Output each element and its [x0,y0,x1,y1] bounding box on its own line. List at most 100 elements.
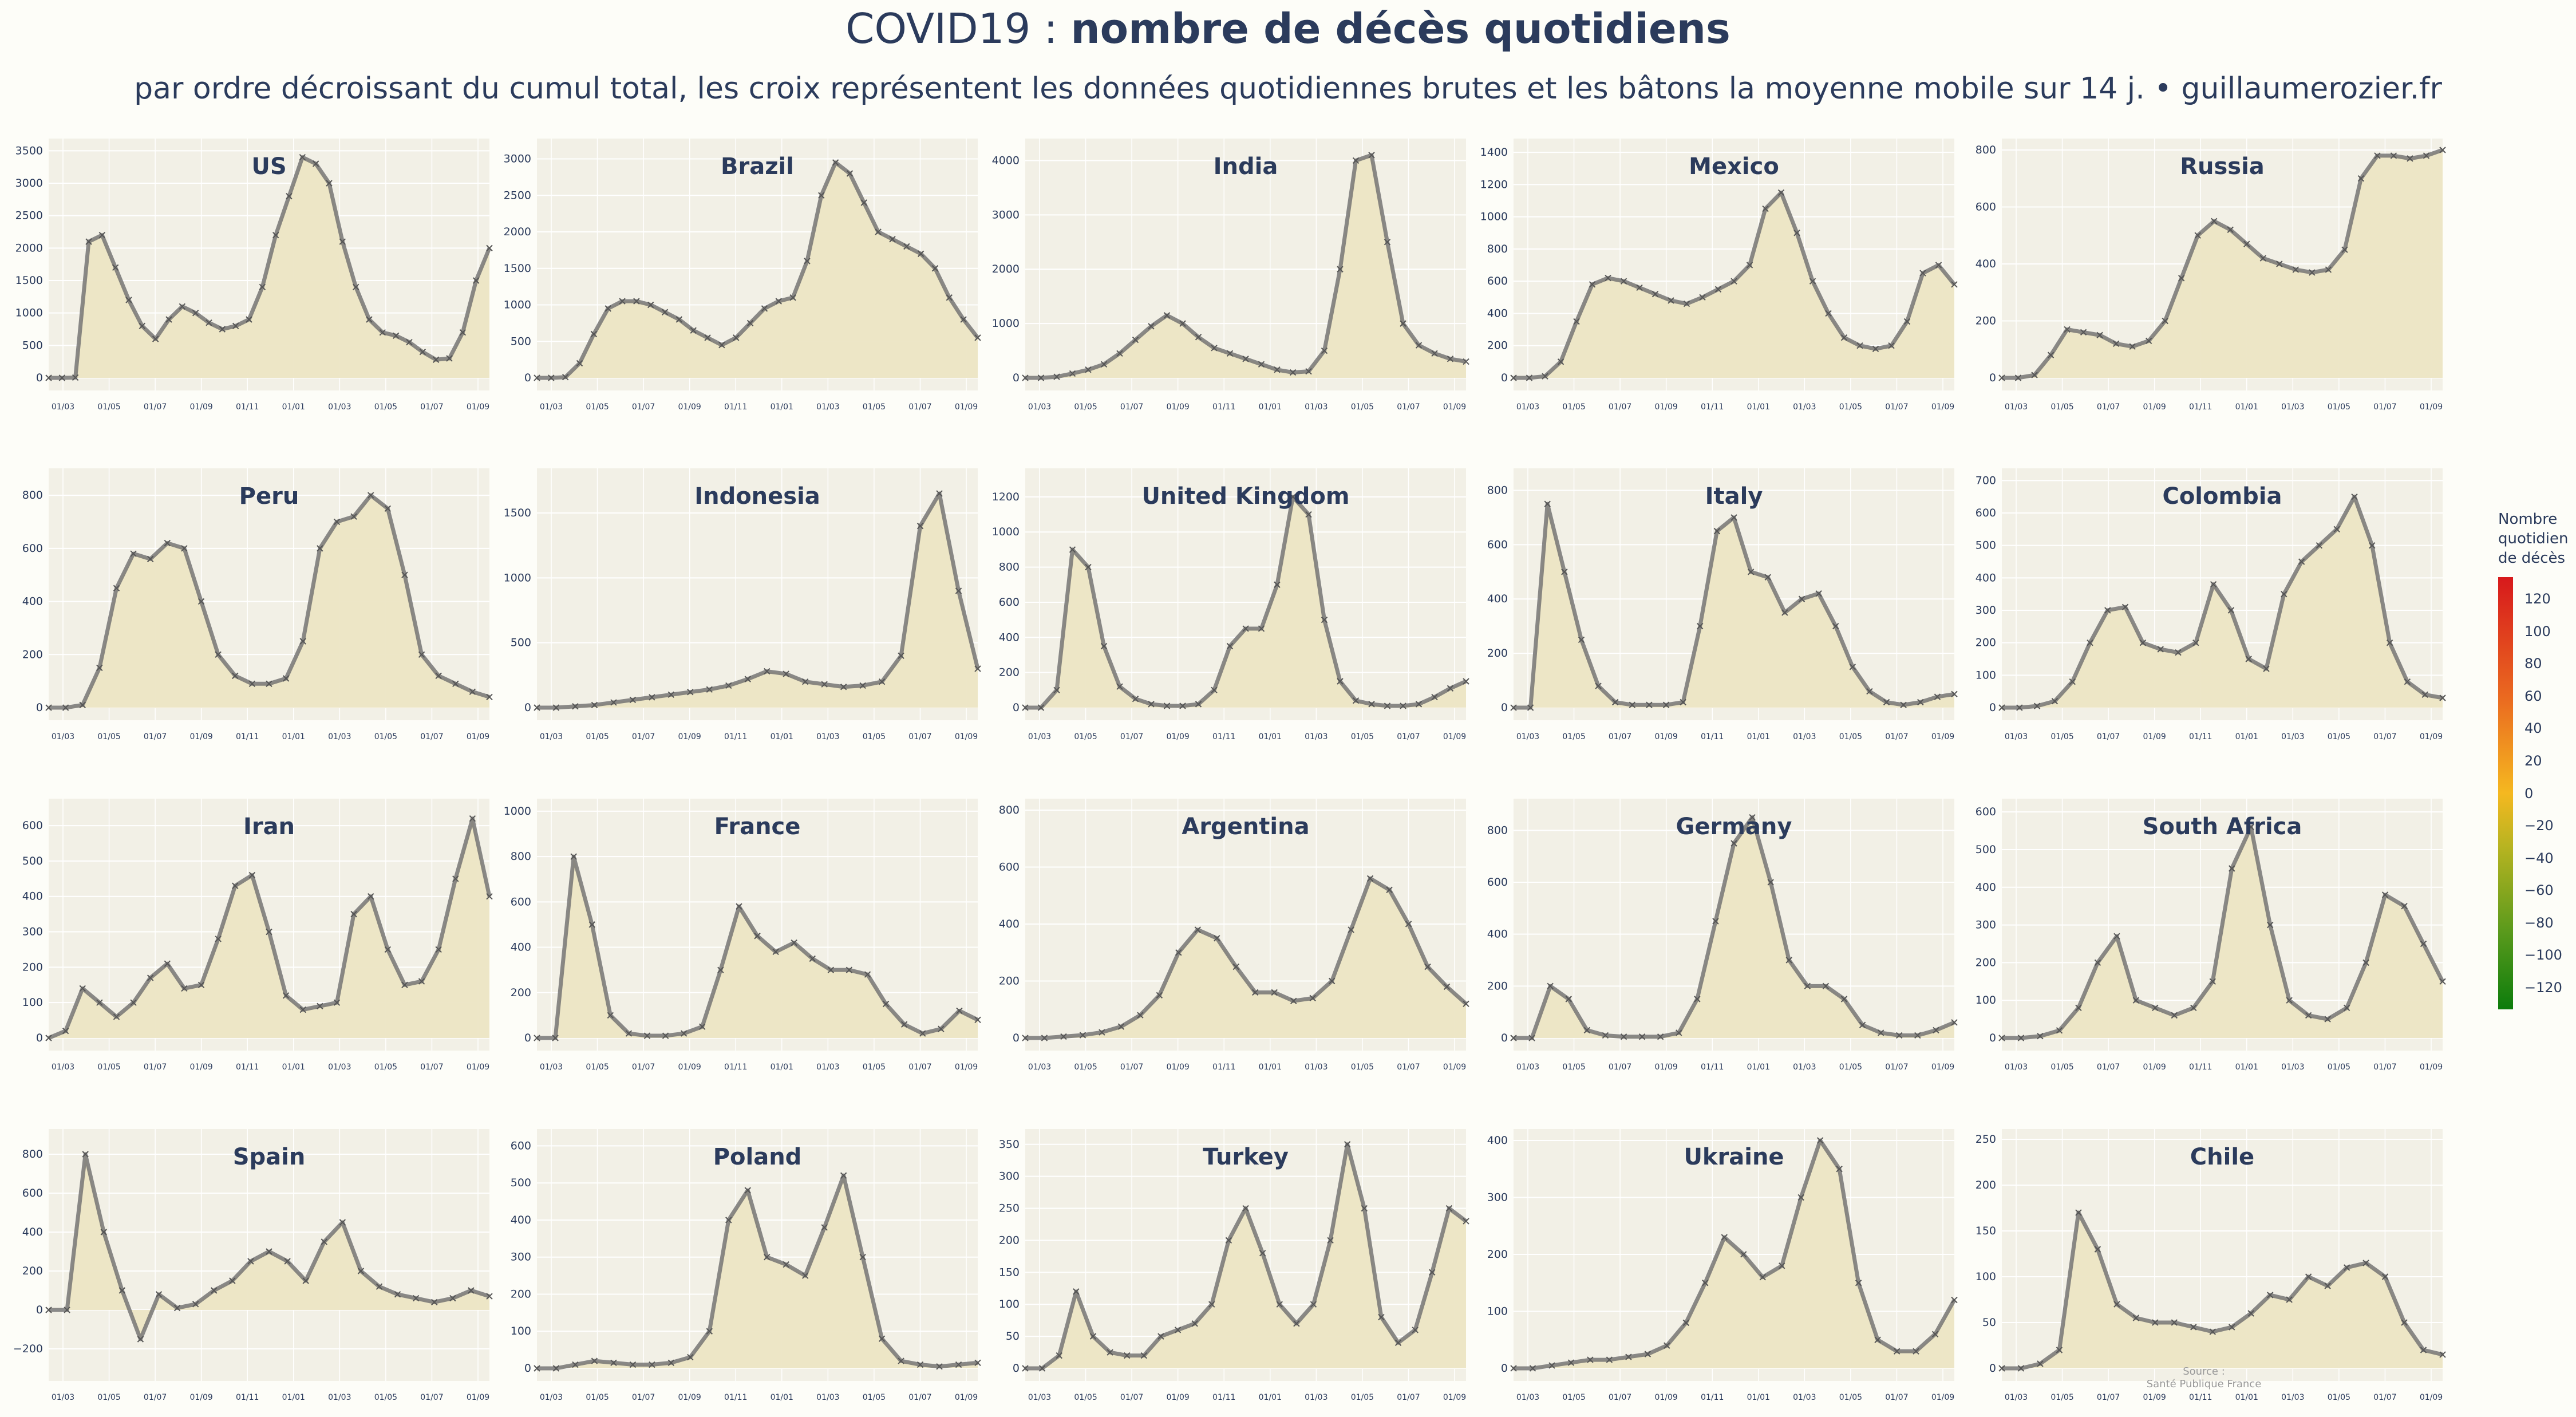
data-point-marker [1583,1027,1591,1034]
x-tick-label: 01/07 [1609,732,1631,741]
data-point-marker [299,638,306,645]
data-point-marker [2104,607,2111,614]
panel-peru: 0 200 400 600 800 01/03 01/05 01/07 01/09 01/11 01… [22,468,493,741]
data-point-marker [96,999,103,1006]
data-point-marker [1148,701,1155,708]
data-point-marker [79,985,86,992]
data-point-marker [1271,989,1278,996]
data-point-marker [2281,590,2287,598]
x-tick-label: 01/05 [863,732,886,741]
x-tick-label: 01/01 [282,402,305,412]
y-tick-label: 100 [999,1298,1020,1311]
data-point-marker [1274,366,1281,373]
data-point-marker [1896,1032,1903,1039]
x-tick-label: 01/09 [678,1063,701,1072]
data-point-marker [1785,957,1792,964]
data-point-marker [903,243,910,250]
data-point-marker [840,1172,847,1179]
data-point-marker [744,1187,751,1194]
data-point-marker [875,228,882,235]
y-tick-label: 400 [511,941,531,954]
x-tick-label: 01/01 [1747,402,1770,412]
x-tick-label: 01/09 [1166,1393,1189,1402]
y-tick-label: 400 [999,918,1020,930]
y-tick-label: 0 [524,1032,531,1044]
data-point-marker [1132,336,1139,344]
data-point-marker [232,882,239,889]
data-point-marker [147,555,154,563]
data-point-marker [1664,1342,1670,1349]
data-point-marker [1714,286,1722,293]
colorbar-title-line: quotidien [2498,530,2569,547]
data-point-marker [1712,918,1719,925]
data-point-marker [898,652,904,660]
data-point-marker [2064,326,2071,333]
y-tick-label: 200 [1976,314,1996,327]
data-point-marker [1933,1027,1939,1034]
data-point-marker [699,1023,706,1030]
data-point-marker [181,985,188,992]
data-point-marker [247,1258,254,1265]
data-point-marker [610,699,617,706]
x-tick-label: 01/07 [632,402,655,412]
source-line: Source : [2183,1365,2225,1377]
x-tick-label: 01/07 [1397,1063,1420,1072]
x-tick-label: 01/07 [1120,732,1143,741]
data-point-marker [1305,511,1312,518]
data-point-marker [2113,1301,2120,1308]
y-tick-label: 1500 [15,274,43,287]
data-point-marker [367,893,374,900]
x-tick-label: 01/09 [2420,1063,2443,1072]
data-point-marker [2324,1282,2331,1289]
data-point-marker [472,277,480,284]
x-tick-label: 01/05 [374,402,397,412]
data-point-marker [137,1336,144,1343]
x-tick-label: 01/03 [540,1393,563,1402]
x-tick-label: 01/11 [1212,402,1235,412]
data-point-marker [98,231,106,239]
data-point-marker [469,688,476,695]
panel-title: Brazil [721,153,794,180]
x-tick-label: 01/09 [2420,732,2443,741]
colorbar-tick-label: 100 [2524,623,2551,640]
data-point-marker [1242,356,1249,362]
data-point-marker [1085,366,1092,373]
x-tick-label: 01/01 [282,1063,305,1072]
data-point-marker [1510,1365,1517,1372]
data-point-marker [1730,514,1737,521]
series-area [49,818,489,1038]
y-tick-label: 3000 [504,153,531,165]
data-point-marker [607,1012,614,1019]
data-point-marker [878,1335,886,1342]
data-point-marker [2420,1347,2427,1353]
data-point-marker [746,319,754,327]
data-point-marker [1352,697,1360,704]
data-point-marker [1415,701,1423,708]
data-point-marker [576,360,583,367]
data-point-marker [1804,982,1811,990]
panel-turkey: 0 50 100 150 200 250 300 350 01/03 01/05 01/07 01/0… [999,1129,1469,1402]
y-tick-label: 250 [999,1202,1020,1215]
data-point-marker [431,1298,438,1306]
data-point-marker [661,309,669,315]
colorbar-title-line: Nombre [2498,511,2558,528]
series-line [2002,1210,2443,1371]
y-tick-label: 200 [1487,647,1508,660]
data-point-marker [100,1229,107,1236]
y-tick-label: 2000 [15,242,43,254]
data-point-marker [534,1365,540,1372]
data-point-marker [1337,266,1344,273]
x-tick-label: 01/05 [374,1393,397,1402]
data-point-marker [418,978,425,985]
x-tick-label: 01/05 [97,732,120,741]
series-area [2002,149,2443,378]
x-tick-label: 01/01 [282,1393,305,1402]
data-point-marker [572,1361,579,1368]
data-point-marker [1100,642,1108,650]
panel-title: France [714,814,801,840]
data-point-marker [1069,546,1076,553]
data-point-marker [764,668,771,675]
data-point-marker [1595,682,1602,689]
x-tick-label: 01/07 [1885,1063,1908,1072]
data-point-marker [266,680,272,687]
